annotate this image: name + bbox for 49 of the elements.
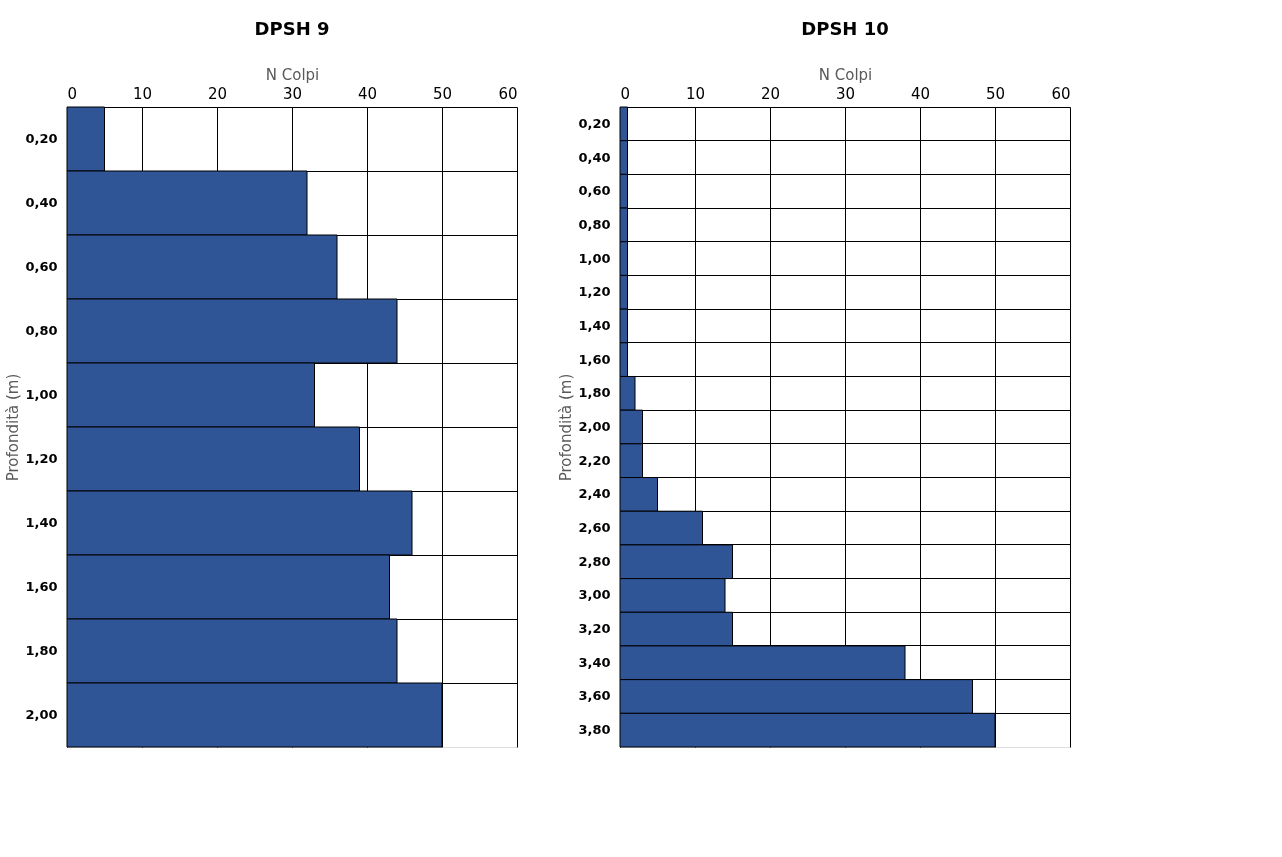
y-tick-label: 2,40 [578, 486, 611, 502]
y-tick-label: 0,20 [578, 115, 611, 131]
x-tick-label: 20 [207, 84, 228, 103]
y-tick-label: 1,80 [578, 385, 611, 401]
y-tick-label: 2,00 [578, 419, 611, 434]
y-tick-label: 0,60 [578, 183, 611, 199]
y-tick-label: 1,40 [25, 515, 58, 530]
y-axis-title: Profondità (m) [557, 373, 576, 482]
y-tick-label: 0,80 [578, 216, 611, 232]
y-tick-label: 2,60 [578, 520, 611, 536]
x-tick-label: 40 [357, 84, 378, 103]
y-tick-label: 0,20 [25, 131, 58, 146]
y-tick-label: 1,00 [578, 250, 611, 266]
x-tick-label: 10 [685, 84, 706, 103]
y-tick-label: 2,80 [578, 553, 611, 569]
chart-title: DPSH 9 [254, 18, 330, 39]
y-tick-label: 0,60 [25, 259, 58, 274]
y-tick-label: 1,60 [25, 579, 58, 594]
x-tick-label: 0 [620, 84, 631, 103]
x-axis-title: N Colpi [818, 65, 873, 84]
y-tick-label: 0,40 [578, 149, 611, 165]
x-tick-label: 30 [835, 84, 856, 103]
y-tick-label: 0,40 [25, 195, 58, 210]
x-tick-label: 50 [432, 84, 453, 103]
chart-title: DPSH 10 [801, 18, 889, 39]
y-tick-label: 2,00 [25, 707, 58, 722]
y-tick-label: 2,20 [578, 452, 611, 468]
y-tick-label: 3,80 [578, 722, 611, 738]
x-axis-title: N Colpi [265, 65, 320, 84]
y-tick-label: 1,60 [578, 351, 611, 367]
y-tick-label: 1,40 [578, 317, 611, 333]
x-tick-label: 0 [67, 84, 78, 103]
y-tick-label: 1,00 [25, 387, 58, 402]
y-tick-label: 3,00 [578, 587, 611, 603]
x-tick-label: 20 [760, 84, 781, 103]
y-axis-title: Profondità (m) [4, 373, 23, 482]
x-tick-label: 50 [985, 84, 1006, 103]
y-tick-label: 1,20 [25, 451, 58, 466]
x-tick-label: 60 [1051, 84, 1071, 103]
y-tick-label: 0,80 [25, 323, 58, 338]
y-tick-label: 3,20 [578, 621, 611, 637]
y-tick-label: 1,20 [578, 284, 611, 300]
y-tick-label: 3,60 [578, 688, 611, 704]
y-tick-label: 3,40 [578, 654, 611, 670]
x-tick-label: 40 [910, 84, 931, 103]
x-tick-label: 30 [282, 84, 303, 103]
y-tick-label: 1,80 [25, 643, 58, 658]
x-tick-label: 60 [498, 84, 518, 103]
x-tick-label: 10 [132, 84, 153, 103]
